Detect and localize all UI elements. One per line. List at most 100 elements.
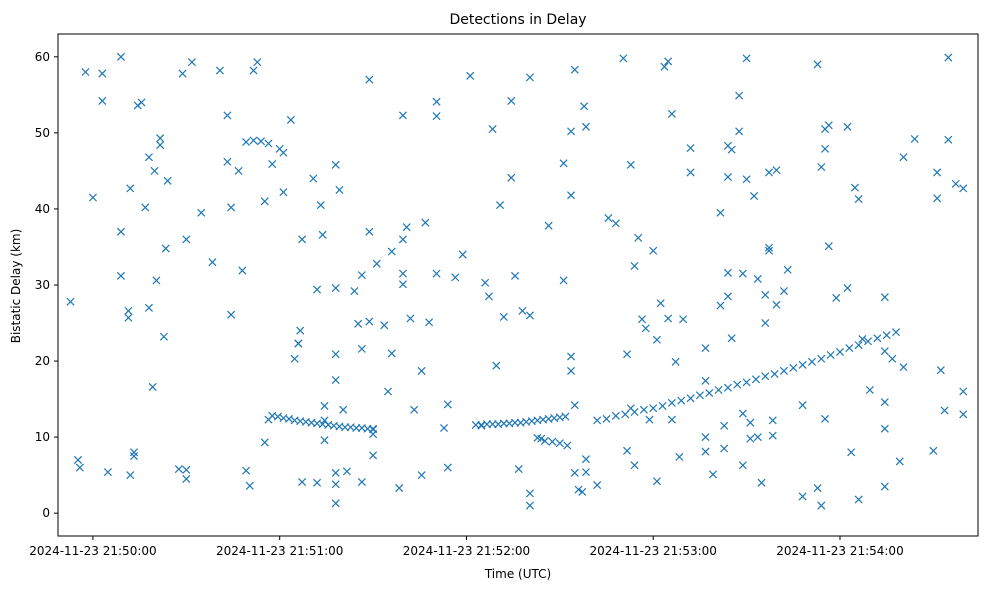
detection-marker: [124, 306, 133, 315]
detection-marker: [339, 405, 348, 414]
detection-marker: [417, 366, 426, 375]
detection-marker: [507, 173, 516, 182]
detection-marker: [753, 274, 762, 283]
detection-marker: [738, 409, 747, 418]
detection-marker: [727, 334, 736, 343]
detection-marker: [619, 54, 628, 63]
detection-marker: [652, 335, 661, 344]
detection-marker: [611, 219, 620, 228]
detection-marker: [623, 446, 632, 455]
y-axis-label: Bistatic Delay (km): [9, 229, 23, 344]
y-tick-label: 50: [35, 126, 50, 140]
detection-marker: [843, 284, 852, 293]
detection-marker: [858, 334, 867, 344]
detection-marker: [735, 127, 744, 136]
detection-marker: [959, 410, 968, 419]
detection-marker: [294, 339, 303, 348]
detection-marker: [817, 501, 826, 510]
detection-marker: [746, 434, 755, 443]
detection-marker: [664, 314, 673, 323]
detection-marker: [761, 319, 770, 328]
chart-title: Detections in Delay: [449, 12, 586, 28]
detection-marker: [227, 203, 236, 212]
detection-marker: [865, 385, 874, 394]
detection-marker: [649, 246, 658, 255]
track-detection-marker: [667, 398, 676, 407]
detection-marker: [238, 266, 247, 275]
detection-marker: [944, 135, 953, 144]
detection-marker: [548, 437, 557, 446]
detection-marker: [723, 172, 732, 182]
detection-marker: [567, 191, 576, 200]
x-tick-label: 2024-11-23 21:54:00: [776, 544, 903, 558]
detection-marker: [331, 160, 340, 169]
detection-marker: [187, 58, 196, 67]
detection-marker: [335, 185, 344, 194]
detection-marker: [279, 188, 288, 197]
x-axis-label: Time (UTC): [484, 567, 551, 581]
track-detection-marker: [835, 347, 845, 356]
detection-marker: [144, 153, 153, 162]
track-detection-marker: [602, 414, 611, 423]
detection-marker: [854, 195, 863, 204]
detection-marker: [488, 125, 497, 134]
detection-marker: [458, 250, 467, 259]
detection-marker: [581, 468, 591, 477]
detection-marker: [667, 415, 676, 424]
detection-marker: [481, 278, 490, 287]
track-detection-marker: [686, 394, 695, 403]
detection-marker: [316, 201, 325, 210]
detection-marker: [126, 471, 135, 480]
detection-marker: [813, 484, 822, 493]
detection-marker: [387, 247, 396, 256]
detection-marker: [496, 201, 505, 210]
y-tick-label: 60: [35, 50, 50, 64]
detection-marker: [604, 214, 613, 223]
track-detection-marker: [807, 357, 816, 366]
detection-marker: [843, 122, 852, 131]
detection-marker: [944, 53, 953, 62]
detection-marker: [764, 246, 774, 255]
detection-marker: [581, 122, 591, 131]
track-detection-marker: [561, 412, 570, 421]
detection-marker: [940, 406, 949, 415]
detection-marker: [290, 354, 299, 363]
detection-marker: [738, 269, 747, 278]
y-tick-label: 0: [42, 506, 50, 520]
detection-marker: [510, 271, 520, 280]
detection-marker: [432, 112, 441, 121]
track-detection-marker: [798, 360, 807, 369]
track-detection-marker: [770, 369, 779, 379]
y-tick-label: 20: [35, 354, 50, 368]
detection-marker: [440, 423, 449, 433]
detection-marker: [256, 137, 266, 146]
detection-marker: [895, 457, 904, 466]
detection-marker: [518, 306, 527, 315]
detection-marker: [227, 310, 236, 319]
detection-marker: [779, 287, 788, 296]
plot-area: 2024-11-23 21:50:00 2024-11-23 21:51:00 20…: [29, 33, 979, 558]
detection-marker: [880, 398, 889, 407]
detection-marker: [215, 66, 224, 75]
detection-marker: [331, 376, 340, 385]
detection-marker: [320, 401, 329, 410]
detection-marker: [537, 434, 546, 443]
detection-marker: [664, 57, 673, 66]
detection-marker: [768, 431, 777, 440]
detection-marker: [686, 168, 695, 177]
detection-marker: [630, 461, 639, 470]
detection-marker: [854, 495, 863, 504]
detection-marker: [761, 290, 770, 299]
detection-marker: [81, 68, 90, 77]
detection-marker: [720, 421, 729, 430]
detection-marker: [929, 446, 938, 455]
detection-marker: [318, 230, 327, 239]
detection-marker: [432, 269, 441, 278]
detection-marker: [768, 416, 777, 425]
detection-marker: [331, 499, 340, 508]
detection-marker: [567, 127, 576, 136]
detection-marker: [656, 299, 665, 308]
detection-marker: [540, 436, 549, 445]
detection-marker: [742, 54, 751, 63]
detection-marker: [425, 318, 434, 327]
